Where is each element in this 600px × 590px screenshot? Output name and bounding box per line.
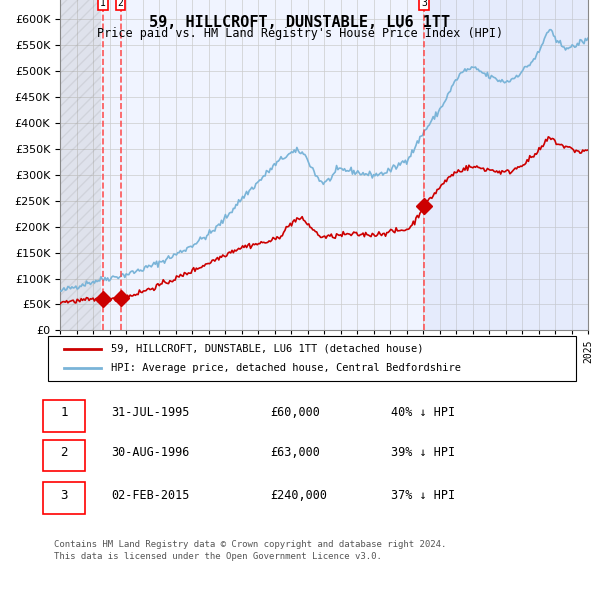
Text: 2: 2	[118, 0, 124, 8]
Text: 1: 1	[60, 407, 68, 419]
FancyBboxPatch shape	[43, 400, 85, 432]
Text: 3: 3	[60, 489, 68, 502]
Text: 02-FEB-2015: 02-FEB-2015	[112, 489, 190, 502]
Text: 2: 2	[60, 446, 68, 460]
FancyBboxPatch shape	[43, 482, 85, 514]
Text: This data is licensed under the Open Government Licence v3.0.: This data is licensed under the Open Gov…	[54, 552, 382, 560]
Text: 30-AUG-1996: 30-AUG-1996	[112, 446, 190, 460]
Text: £63,000: £63,000	[270, 446, 320, 460]
Text: 59, HILLCROFT, DUNSTABLE, LU6 1TT (detached house): 59, HILLCROFT, DUNSTABLE, LU6 1TT (detac…	[112, 344, 424, 353]
Text: 31-JUL-1995: 31-JUL-1995	[112, 407, 190, 419]
Text: 40% ↓ HPI: 40% ↓ HPI	[391, 407, 455, 419]
Text: 37% ↓ HPI: 37% ↓ HPI	[391, 489, 455, 502]
Text: Contains HM Land Registry data © Crown copyright and database right 2024.: Contains HM Land Registry data © Crown c…	[54, 540, 446, 549]
Text: HPI: Average price, detached house, Central Bedfordshire: HPI: Average price, detached house, Cent…	[112, 363, 461, 373]
Text: £60,000: £60,000	[270, 407, 320, 419]
Text: 1: 1	[100, 0, 106, 8]
Text: 39% ↓ HPI: 39% ↓ HPI	[391, 446, 455, 460]
Text: £240,000: £240,000	[270, 489, 327, 502]
Bar	[425, 0, 588, 330]
FancyBboxPatch shape	[48, 336, 576, 381]
Text: 59, HILLCROFT, DUNSTABLE, LU6 1TT: 59, HILLCROFT, DUNSTABLE, LU6 1TT	[149, 15, 451, 30]
FancyBboxPatch shape	[43, 440, 85, 471]
Bar	[60, 0, 101, 330]
Text: Price paid vs. HM Land Registry's House Price Index (HPI): Price paid vs. HM Land Registry's House …	[97, 27, 503, 40]
Text: 3: 3	[421, 0, 427, 8]
